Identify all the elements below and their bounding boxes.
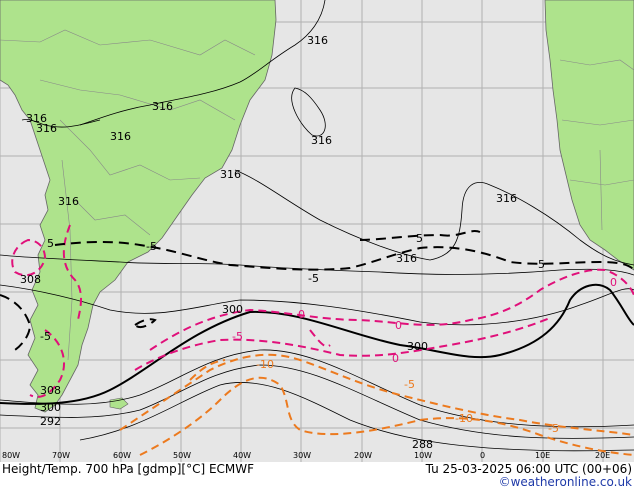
height-label: 292 [40, 415, 61, 428]
height-label: 316 [496, 192, 517, 205]
height-label: 308 [20, 273, 41, 286]
height-contour-300 [0, 283, 634, 405]
map-title: Height/Temp. 700 hPa [gdmp][°C] ECMWF [2, 462, 254, 476]
lon-label: 50W [173, 451, 191, 460]
height-label: 316 [110, 130, 131, 143]
south-america-landmass [0, 0, 277, 413]
lon-label: 30W [293, 451, 311, 460]
lon-label: 0 [480, 451, 485, 460]
country-borders [0, 29, 634, 361]
height-label: 316 [26, 112, 47, 125]
lon-label: 40W [233, 451, 251, 460]
height-label: 316 [220, 168, 241, 181]
footer-bar [0, 462, 634, 490]
temp-label: 0 [392, 352, 399, 365]
lon-label: 10W [414, 451, 432, 460]
temp-label: 0 [610, 276, 617, 289]
temp-label: 0 [395, 319, 402, 332]
temp-label: -5 [232, 330, 243, 343]
height-label: 308 [40, 384, 61, 397]
height-contours [0, 0, 634, 452]
lon-label: 20E [595, 451, 610, 460]
temp-label: -5 [548, 422, 559, 435]
lon-label: 80W [2, 451, 20, 460]
lon-label: 10E [535, 451, 550, 460]
temp-label: -5 [308, 272, 319, 285]
lon-label: 60W [113, 451, 131, 460]
credit-link[interactable]: ©weatheronline.co.uk [499, 475, 632, 489]
height-label: 300 [40, 401, 61, 414]
temp-label: 5 [416, 232, 423, 245]
temp-label: 5 [47, 237, 54, 250]
temp-label: 5 [538, 258, 545, 271]
temp-label: -10 [455, 412, 473, 425]
temperature-labels: 5 -5 5 -5 5 0 0 0 0 -5 -5 -5 -5 -10 -10 [40, 232, 617, 435]
height-label: 300 [407, 340, 428, 353]
height-label: 316 [311, 134, 332, 147]
longitude-labels: 80W 70W 60W 50W 40W 30W 20W 10W 0 10E 20… [2, 451, 610, 460]
temp-label: -5 [40, 330, 51, 343]
height-labels: 316 316 316 316 316 316 316 316 316 316 … [20, 34, 517, 451]
lon-label: 70W [52, 451, 70, 460]
height-label: 316 [152, 100, 173, 113]
temperature-contours-magenta [11, 224, 634, 398]
height-label: 316 [396, 252, 417, 265]
height-label: 316 [58, 195, 79, 208]
height-label: 288 [412, 438, 433, 451]
valid-time: Tu 25-03-2025 06:00 UTC (00+06) [425, 462, 632, 476]
temp-label: -5 [404, 378, 415, 391]
lon-label: 20W [354, 451, 372, 460]
height-label: 316 [36, 122, 57, 135]
temp-label: -10 [256, 358, 274, 371]
temp-label: -5 [146, 240, 157, 253]
temperature-contours-black-dashed [0, 230, 634, 351]
height-label: 316 [307, 34, 328, 47]
temperature-contours-orange [119, 353, 634, 456]
temp-label: 0 [298, 308, 305, 321]
height-label: 300 [222, 303, 243, 316]
